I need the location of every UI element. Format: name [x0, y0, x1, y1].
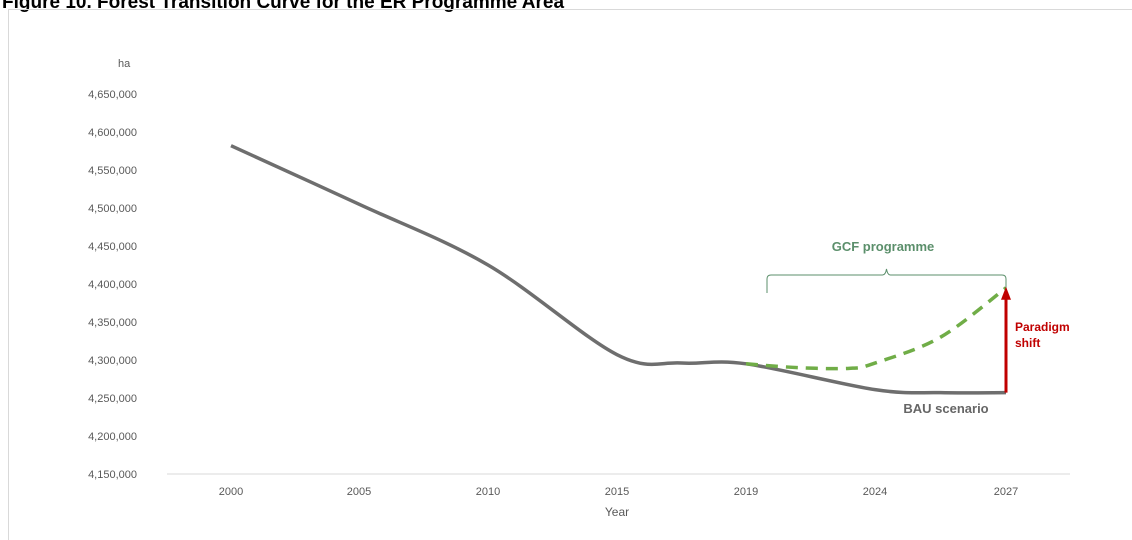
y-tick-label: 4,350,000: [88, 317, 137, 329]
bau-scenario-label: BAU scenario: [903, 401, 988, 416]
x-tick-label: 2027: [994, 486, 1018, 498]
paradigm-shift-arrowhead: [1001, 286, 1011, 300]
x-tick-label: 2019: [734, 486, 758, 498]
x-tick-label: 2024: [863, 486, 887, 498]
chart-frame: [8, 9, 1132, 540]
y-tick-label: 4,650,000: [88, 89, 137, 101]
y-tick-label: 4,500,000: [88, 203, 137, 215]
bau-series-line: [230, 144, 1007, 395]
y-tick-label: 4,400,000: [88, 279, 137, 291]
gcf-programme-label: GCF programme: [832, 239, 935, 254]
y-axis-ticks: 4,150,000 4,200,000 4,250,000 4,300,000 4,35…: [88, 89, 137, 481]
x-tick-label: 2010: [476, 486, 500, 498]
y-tick-label: 4,450,000: [88, 241, 137, 253]
x-tick-label: 2005: [347, 486, 371, 498]
y-tick-label: 4,300,000: [88, 355, 137, 367]
series-lines: [230, 144, 1008, 395]
y-axis-label: ha: [118, 58, 131, 70]
paradigm-shift-label-line2: shift: [1015, 336, 1040, 350]
y-tick-label: 4,200,000: [88, 431, 137, 443]
y-tick-label: 4,150,000: [88, 469, 137, 481]
x-axis-label: Year: [605, 505, 629, 519]
y-tick-label: 4,250,000: [88, 393, 137, 405]
y-tick-label: 4,550,000: [88, 165, 137, 177]
x-axis-ticks: 2000 2005 2010 2015 2019 2024 2027: [219, 486, 1018, 498]
gcf-programme-brace: [766, 268, 1007, 293]
gcf-series-line: [745, 286, 1008, 371]
x-tick-label: 2015: [605, 486, 629, 498]
x-tick-label: 2000: [219, 486, 243, 498]
y-tick-label: 4,600,000: [88, 127, 137, 139]
paradigm-shift-label-line1: Paradigm: [1015, 320, 1070, 334]
